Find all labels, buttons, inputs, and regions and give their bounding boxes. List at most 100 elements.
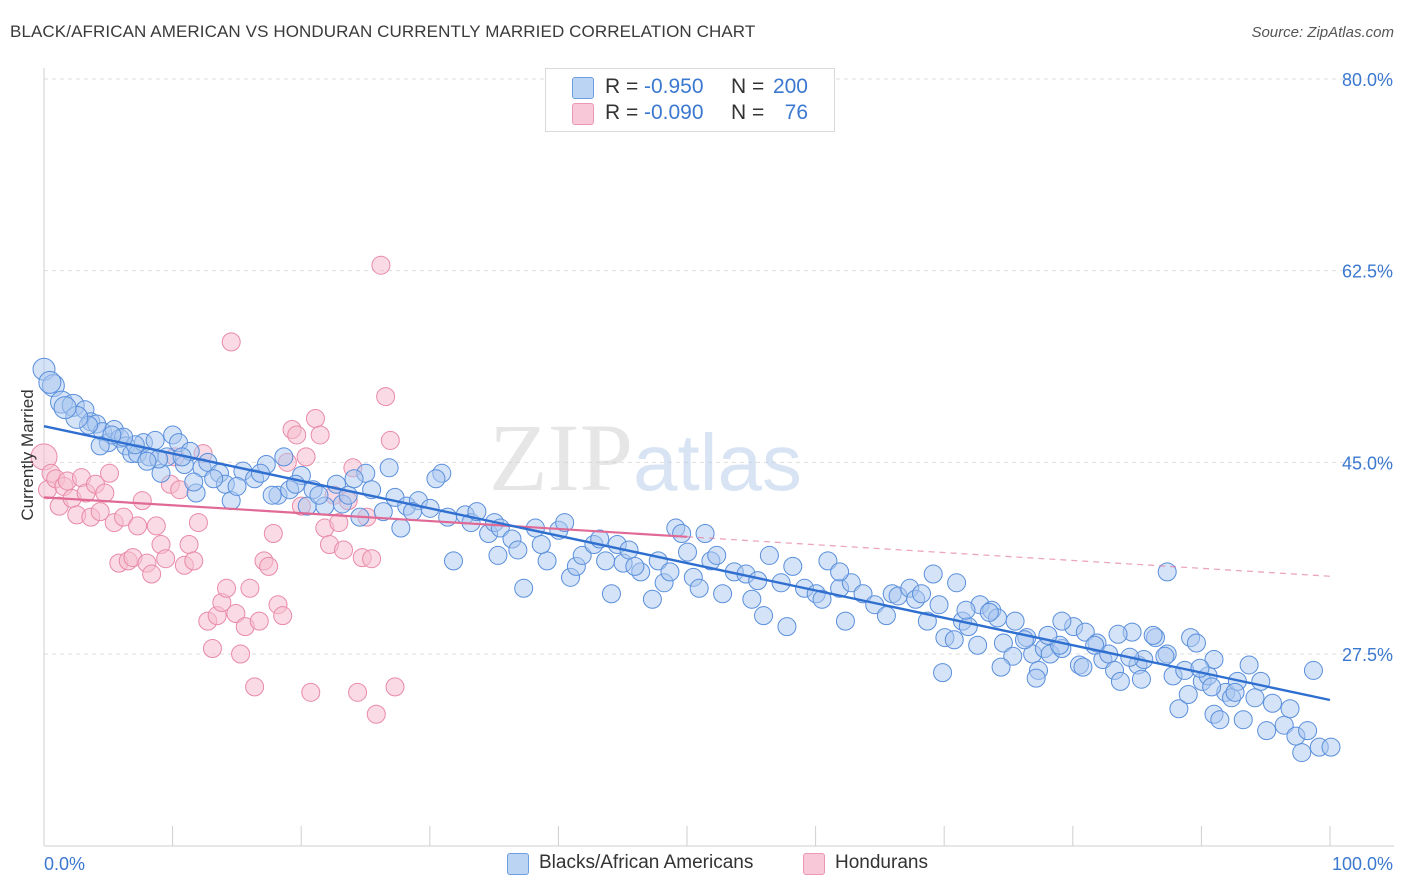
- honduran-point: [348, 682, 368, 702]
- black-african-american-point: [672, 524, 692, 544]
- honduran-point: [249, 611, 269, 631]
- black-african-american-point: [1292, 743, 1312, 763]
- legend-n-value: 76: [784, 101, 808, 124]
- black-african-american-point: [759, 545, 779, 565]
- black-african-american-point: [426, 469, 446, 489]
- black-african-american-point: [841, 573, 861, 593]
- black-african-american-point: [812, 589, 832, 609]
- y-tick-label: 45.0%: [1342, 453, 1393, 473]
- y-tick-label: 62.5%: [1342, 262, 1393, 282]
- honduran-point: [217, 578, 237, 598]
- black-african-american-point: [391, 518, 411, 538]
- honduran-point: [202, 639, 222, 659]
- honduran-trend-dashed: [686, 536, 1331, 577]
- honduran-point: [301, 682, 321, 702]
- legend-swatch-blue: [572, 77, 594, 99]
- honduran-point: [132, 491, 152, 511]
- black-african-american-point: [38, 370, 62, 394]
- watermark-zip: ZIP: [489, 404, 633, 511]
- honduran-point: [296, 447, 316, 467]
- black-african-american-point: [309, 485, 329, 505]
- chart-title: BLACK/AFRICAN AMERICAN VS HONDURAN CURRE…: [10, 22, 756, 41]
- honduran-trend-line: [43, 496, 688, 538]
- y-tick-label: 80.0%: [1342, 70, 1393, 90]
- black-african-american-point: [917, 611, 937, 631]
- black-african-american-point: [444, 551, 463, 571]
- black-african-american-point: [488, 545, 508, 565]
- black-african-american-point: [1052, 611, 1072, 631]
- black-african-american-point: [912, 584, 931, 604]
- x-tick-label: 100.0%: [1332, 854, 1393, 874]
- watermark: ZIP atlas: [489, 404, 802, 511]
- black-african-american-point: [968, 635, 988, 655]
- black-african-american-point: [993, 633, 1013, 653]
- x-tick-label: 0.0%: [44, 854, 85, 874]
- y-tick-label: 27.5%: [1342, 645, 1393, 665]
- black-african-american-point: [1225, 682, 1245, 702]
- black-african-american-point: [1239, 655, 1259, 675]
- honduran-point: [156, 549, 176, 569]
- black-african-american-point: [508, 540, 528, 560]
- black-african-american-point: [137, 451, 157, 471]
- legend-n-value: 200: [772, 75, 808, 98]
- black-african-american-point: [754, 606, 774, 626]
- black-african-american-point: [1204, 649, 1224, 669]
- honduran-point: [128, 516, 148, 536]
- honduran-point: [100, 463, 120, 483]
- honduran-point: [245, 677, 265, 697]
- black-african-american-point: [1131, 669, 1151, 689]
- legend-r-value: -0.950: [644, 75, 704, 98]
- black-african-american-point: [1110, 671, 1130, 691]
- black-african-american-point: [1186, 633, 1206, 653]
- black-african-american-point: [835, 611, 855, 631]
- black-african-american-point: [625, 556, 645, 576]
- honduran-point: [305, 409, 325, 429]
- black-african-american-point: [853, 584, 873, 604]
- black-african-american-point: [958, 617, 978, 637]
- black-african-american-point: [1169, 699, 1189, 719]
- black-african-american-point: [1157, 562, 1177, 582]
- black-african-american-point: [678, 542, 697, 562]
- black-african-american-point: [1026, 668, 1046, 688]
- black-african-american-point: [923, 564, 943, 584]
- black-african-american-point: [707, 545, 727, 565]
- honduran-point: [310, 425, 330, 445]
- black-african-american-point: [695, 524, 715, 544]
- trend-lines: [43, 425, 1331, 702]
- legend-r-label: R =: [605, 75, 639, 98]
- black-african-american-point: [777, 617, 797, 637]
- black-african-american-point: [227, 476, 247, 496]
- black-african-american-point: [262, 485, 282, 505]
- x-ticks: [43, 826, 1331, 846]
- black-african-american-point: [1303, 660, 1323, 680]
- black-african-american-point: [344, 469, 364, 489]
- black-african-american-point: [1280, 699, 1300, 719]
- correlation-legend: R = -0.950 N = 200 R = -0.090 N = 76: [545, 68, 835, 132]
- black-african-american-point: [956, 600, 976, 620]
- black-african-american-point: [514, 578, 534, 598]
- honduran-point: [95, 483, 115, 503]
- black-african-american-point: [689, 578, 709, 598]
- black-african-american-point: [713, 584, 733, 604]
- black-african-american-point: [379, 458, 399, 478]
- black-african-american-point: [933, 663, 953, 683]
- honduran-point: [287, 425, 307, 445]
- honduran-point: [366, 704, 386, 724]
- honduran-point: [362, 549, 382, 569]
- black-african-american-point: [184, 472, 204, 492]
- honduran-point: [263, 524, 283, 544]
- black-african-american-point: [90, 436, 110, 456]
- black-african-american-point: [596, 551, 616, 571]
- black-african-american-point: [537, 551, 557, 571]
- honduran-point: [188, 513, 208, 533]
- black-african-american-point: [373, 502, 393, 522]
- honduran-point: [184, 551, 204, 571]
- series-swatch-blue: [507, 853, 529, 875]
- legend-n-label: N =: [731, 101, 765, 124]
- honduran-point: [226, 603, 246, 623]
- y-tick-labels: 27.5% 45.0% 62.5% 80.0%: [1342, 70, 1393, 665]
- black-african-american-point: [1073, 657, 1093, 677]
- grid-lines: [44, 78, 1394, 655]
- black-african-american-point: [1143, 625, 1163, 645]
